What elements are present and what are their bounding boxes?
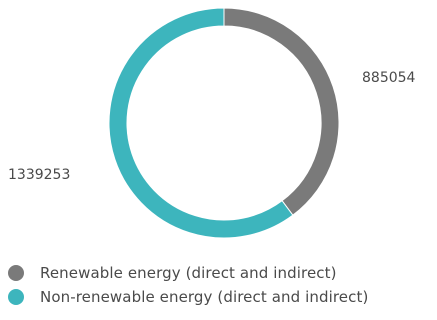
legend-item-non-renewable: Non-renewable energy (direct and indirec… [8,286,368,308]
donut-chart: 885054 1339253 [8,7,416,239]
donut-slice-non-renewable [108,7,294,239]
legend-label-renewable: Renewable energy (direct and indirect) [40,264,337,282]
legend-swatch-renewable [8,265,24,281]
value-label-non-renewable: 1339253 [8,167,70,183]
donut-slices [108,7,340,239]
chart-legend: Renewable energy (direct and indirect) N… [8,262,368,310]
donut-slice-renewable [223,7,340,216]
legend-swatch-non-renewable [8,289,24,305]
legend-item-renewable: Renewable energy (direct and indirect) [8,262,368,284]
value-label-renewable: 885054 [362,70,416,86]
legend-label-non-renewable: Non-renewable energy (direct and indirec… [40,288,369,306]
